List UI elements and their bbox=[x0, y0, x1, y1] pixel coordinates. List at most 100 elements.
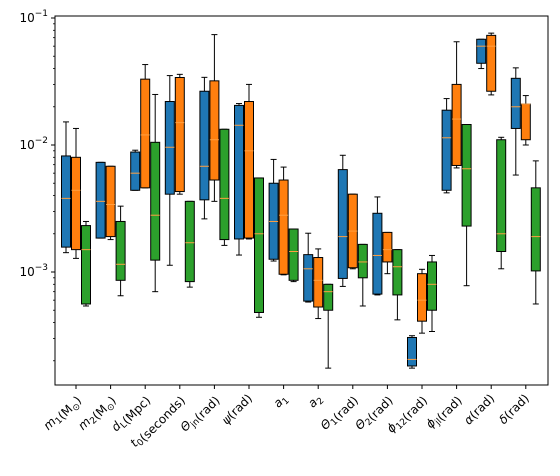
box-3-2 bbox=[115, 205, 126, 297]
plot-area bbox=[61, 32, 541, 369]
box-2-14 bbox=[520, 95, 531, 146]
box-iqr bbox=[71, 156, 81, 251]
box-iqr bbox=[461, 124, 472, 227]
box-1-5 bbox=[199, 76, 210, 220]
box-3-13 bbox=[496, 136, 507, 270]
x-tick-label: Θ1(rad) bbox=[318, 391, 361, 434]
box-iqr bbox=[95, 161, 106, 239]
x-tick-label: Θjn(rad) bbox=[177, 391, 222, 436]
box-iqr bbox=[530, 187, 541, 272]
x-tick-label: a2 bbox=[305, 391, 326, 412]
box-iqr bbox=[407, 336, 417, 367]
box-iqr bbox=[219, 128, 230, 241]
box-2-4 bbox=[174, 73, 185, 195]
x-axis: m1(M⊙)m2(M⊙)dL(Mpc)t0(seconds)Θjn(rad)ψ(… bbox=[41, 385, 532, 450]
box-iqr bbox=[372, 212, 383, 295]
box-1-12 bbox=[441, 98, 452, 194]
box-2-5 bbox=[209, 34, 220, 202]
box-1-7 bbox=[268, 158, 279, 262]
box-2-9 bbox=[347, 193, 358, 270]
box-3-12 bbox=[461, 124, 472, 287]
box-iqr bbox=[303, 254, 314, 302]
box-2-7 bbox=[278, 166, 289, 276]
x-tick-label: ϕ12(rad) bbox=[384, 391, 430, 437]
box-3-7 bbox=[288, 228, 299, 283]
box-1-10 bbox=[372, 196, 383, 296]
box-2-12 bbox=[451, 41, 462, 169]
box-3-4 bbox=[184, 200, 195, 288]
box-iqr bbox=[441, 109, 452, 191]
box-iqr bbox=[244, 101, 254, 239]
box-iqr bbox=[174, 77, 185, 193]
box-1-2 bbox=[95, 161, 106, 239]
box-3-3 bbox=[150, 93, 161, 293]
box-1-1 bbox=[61, 121, 71, 254]
box-3-5 bbox=[219, 128, 230, 246]
box-iqr bbox=[278, 179, 289, 275]
box-iqr bbox=[476, 38, 487, 64]
box-2-3 bbox=[140, 64, 151, 189]
box-iqr bbox=[61, 155, 71, 248]
box-iqr bbox=[140, 78, 151, 189]
x-tick-label: ψ(rad) bbox=[219, 391, 255, 427]
y-tick-label: 10−2 bbox=[19, 136, 48, 152]
box-2-10 bbox=[382, 231, 393, 275]
box-iqr bbox=[510, 77, 521, 129]
y-axis: 10−3 10−2 10−1 bbox=[19, 9, 55, 362]
box-iqr bbox=[520, 103, 531, 141]
box-iqr bbox=[199, 90, 210, 201]
box-1-9 bbox=[337, 154, 348, 287]
box-iqr bbox=[234, 104, 244, 240]
box-iqr bbox=[357, 243, 368, 279]
box-iqr bbox=[427, 261, 437, 311]
box-iqr bbox=[164, 101, 175, 195]
box-iqr bbox=[392, 249, 403, 296]
box-3-10 bbox=[392, 249, 403, 321]
box-iqr bbox=[184, 200, 195, 283]
box-2-2 bbox=[105, 165, 116, 241]
box-iqr bbox=[150, 141, 161, 261]
x-tick-label: α(rad) bbox=[461, 391, 497, 427]
box-iqr bbox=[417, 273, 427, 322]
box-3-6 bbox=[254, 177, 264, 318]
box-3-11 bbox=[427, 254, 437, 333]
box-2-6 bbox=[244, 83, 254, 240]
x-tick-label: m1(M⊙) bbox=[41, 391, 87, 437]
box-1-6 bbox=[234, 103, 244, 256]
box-2-13 bbox=[486, 32, 497, 96]
box-iqr bbox=[81, 225, 91, 305]
box-iqr bbox=[105, 165, 116, 238]
box-iqr bbox=[496, 139, 507, 253]
box-2-1 bbox=[71, 127, 81, 259]
box-2-11 bbox=[417, 268, 427, 334]
box-2-8 bbox=[313, 248, 324, 320]
x-tick-label: δ(rad) bbox=[496, 391, 532, 427]
box-iqr bbox=[382, 231, 393, 263]
box-1-8 bbox=[303, 232, 314, 303]
box-iqr bbox=[337, 169, 348, 279]
x-tick-label: ϕjl(rad) bbox=[423, 391, 465, 433]
box-iqr bbox=[288, 228, 299, 281]
box-1-11 bbox=[407, 335, 417, 369]
box-1-13 bbox=[476, 38, 487, 70]
box-iqr bbox=[486, 34, 497, 92]
box-3-8 bbox=[323, 283, 334, 369]
box-3-9 bbox=[357, 243, 368, 307]
axes-frame bbox=[54, 15, 549, 386]
box-1-4 bbox=[164, 75, 175, 266]
box-iqr bbox=[209, 80, 220, 181]
x-tick-label: a1 bbox=[271, 391, 292, 412]
box-iqr bbox=[323, 283, 334, 311]
box-iqr bbox=[130, 151, 141, 191]
box-iqr bbox=[451, 83, 462, 166]
box-3-14 bbox=[530, 160, 541, 305]
box-iqr bbox=[254, 177, 264, 313]
box-1-3 bbox=[130, 149, 141, 191]
y-tick-label: 10−3 bbox=[19, 263, 48, 279]
box-iqr bbox=[115, 220, 126, 281]
box-iqr bbox=[313, 257, 324, 308]
y-tick-label: 10−1 bbox=[19, 9, 48, 25]
box-3-1 bbox=[81, 220, 91, 307]
box-1-14 bbox=[510, 67, 521, 176]
